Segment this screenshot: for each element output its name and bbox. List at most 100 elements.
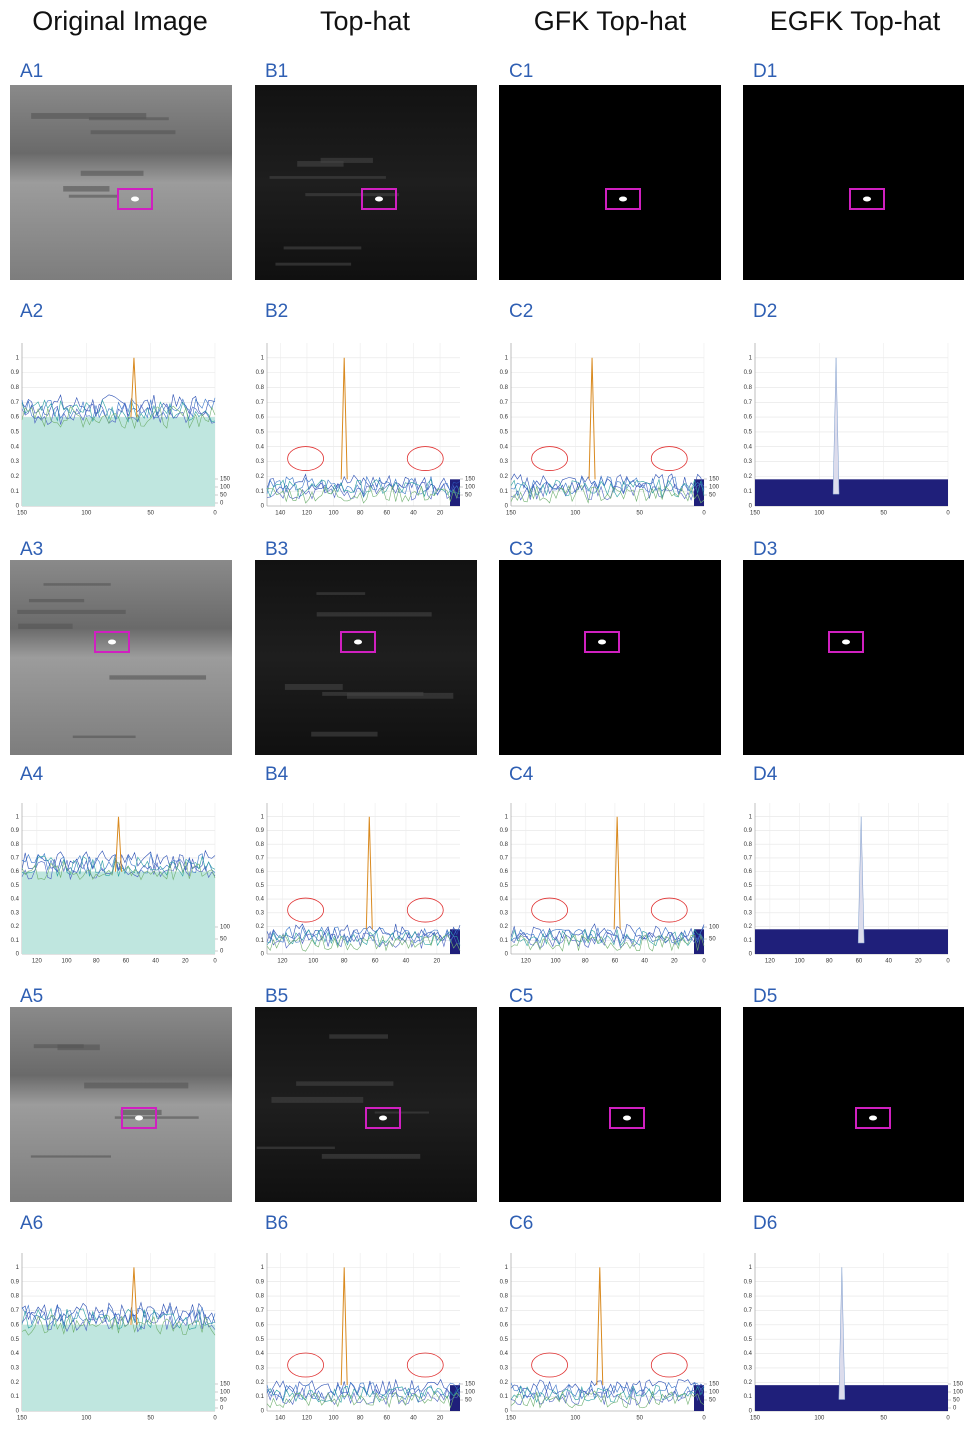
depth-tick-label: 50 (709, 1398, 716, 1404)
texture (317, 612, 432, 616)
depth-tick-label: 50 (465, 1398, 472, 1404)
y-tick-label: 0.1 (11, 938, 20, 944)
y-tick-label: 0.5 (500, 883, 509, 889)
surface-fill (22, 417, 215, 506)
y-tick-label: 0.7 (744, 1308, 753, 1314)
y-tick-label: 0.6 (500, 1322, 509, 1328)
y-tick-label: 0.2 (744, 924, 753, 930)
x-tick-label: 50 (880, 511, 887, 517)
y-tick-label: 0.3 (256, 1365, 265, 1371)
column-header: Top-hat (320, 6, 411, 36)
texture (329, 1034, 388, 1038)
y-tick-label: 0.5 (500, 429, 509, 435)
y-tick-label: 0.1 (256, 938, 265, 944)
x-tick-label: 50 (880, 1416, 887, 1422)
depth-tick-label: 150 (709, 477, 720, 483)
x-tick-label: 140 (275, 1416, 286, 1422)
y-tick-label: 0.6 (256, 869, 265, 875)
x-tick-label: 140 (275, 511, 286, 517)
target (863, 197, 871, 202)
y-tick-label: 0.5 (744, 883, 753, 889)
y-tick-label: 0.7 (11, 400, 20, 406)
target (842, 640, 850, 645)
x-tick-label: 60 (383, 1416, 390, 1422)
panel-label: B1 (265, 61, 288, 82)
x-tick-label: 60 (612, 959, 619, 965)
x-tick-label: 20 (437, 511, 444, 517)
x-tick-label: 100 (570, 1416, 581, 1422)
texture (284, 246, 362, 249)
texture (285, 684, 343, 690)
depth-tick-label: 50 (220, 1398, 227, 1404)
x-tick-label: 120 (302, 511, 313, 517)
depth-tick-label: 50 (709, 493, 716, 499)
depth-tick-label: 150 (465, 477, 476, 483)
y-tick-label: 0.1 (11, 1394, 20, 1400)
image (743, 560, 964, 755)
annotation-ellipse (532, 898, 568, 922)
texture (29, 599, 84, 602)
target (108, 640, 116, 645)
panel-label: D1 (753, 61, 777, 82)
y-tick-label: 0.8 (500, 1294, 509, 1300)
texture (44, 583, 111, 586)
texture (275, 263, 351, 266)
depth-tick-label: 150 (953, 1382, 964, 1388)
y-tick-label: 0.6 (11, 1322, 20, 1328)
image (743, 1007, 964, 1202)
x-tick-label: 120 (32, 959, 43, 965)
y-tick-label: 0.8 (11, 842, 20, 848)
x-tick-label: 150 (750, 511, 761, 517)
y-tick-label: 0.3 (744, 1365, 753, 1371)
y-tick-label: 0.9 (500, 828, 509, 834)
y-tick-label: 0.9 (500, 370, 509, 376)
x-tick-label: 0 (213, 959, 217, 965)
texture (375, 1112, 429, 1114)
y-tick-label: 0.9 (744, 370, 753, 376)
annotation-ellipse (651, 898, 687, 922)
y-tick-label: 0.7 (500, 400, 509, 406)
y-tick-label: 1 (749, 814, 753, 820)
y-tick-label: 0.2 (744, 1380, 753, 1386)
panel-label: C3 (509, 539, 533, 560)
y-tick-label: 0.6 (256, 1322, 265, 1328)
x-tick-label: 20 (915, 959, 922, 965)
y-tick-label: 0.9 (11, 370, 20, 376)
y-tick-label: 0.9 (11, 828, 20, 834)
y-tick-label: 1 (505, 355, 509, 361)
column-header: GFK Top-hat (534, 6, 687, 36)
image (499, 85, 721, 280)
depth-tick-label: 0 (953, 1406, 957, 1412)
y-tick-label: 0.1 (744, 1394, 753, 1400)
y-tick-label: 0.6 (744, 1322, 753, 1328)
y-tick-label: 0.8 (500, 842, 509, 848)
x-tick-label: 0 (213, 1416, 217, 1422)
x-tick-label: 20 (437, 1416, 444, 1422)
x-tick-label: 50 (636, 511, 643, 517)
annotation-ellipse (407, 898, 443, 922)
image (255, 85, 477, 280)
x-tick-label: 150 (506, 511, 517, 517)
x-tick-label: 120 (521, 959, 532, 965)
texture (34, 1044, 84, 1048)
x-tick-label: 20 (182, 959, 189, 965)
y-tick-label: 0.2 (11, 1380, 20, 1386)
y-tick-label: 0.5 (744, 1337, 753, 1343)
x-tick-label: 40 (410, 1416, 417, 1422)
x-tick-label: 100 (329, 511, 340, 517)
y-tick-label: 0.7 (256, 855, 265, 861)
surface-line (511, 1385, 704, 1402)
y-tick-label: 0.4 (11, 897, 20, 903)
y-tick-label: 0.8 (256, 842, 265, 848)
depth-tick-label: 100 (465, 485, 476, 491)
y-tick-label: 0.7 (11, 1308, 20, 1314)
y-tick-label: 0.4 (744, 1351, 753, 1357)
y-tick-label: 0.8 (11, 1294, 20, 1300)
y-tick-label: 1 (261, 1265, 265, 1271)
y-tick-label: 0.2 (256, 924, 265, 930)
target (131, 197, 139, 202)
peak (341, 358, 347, 480)
x-tick-label: 120 (302, 1416, 313, 1422)
y-tick-label: 1 (749, 1265, 753, 1271)
texture (311, 732, 377, 737)
